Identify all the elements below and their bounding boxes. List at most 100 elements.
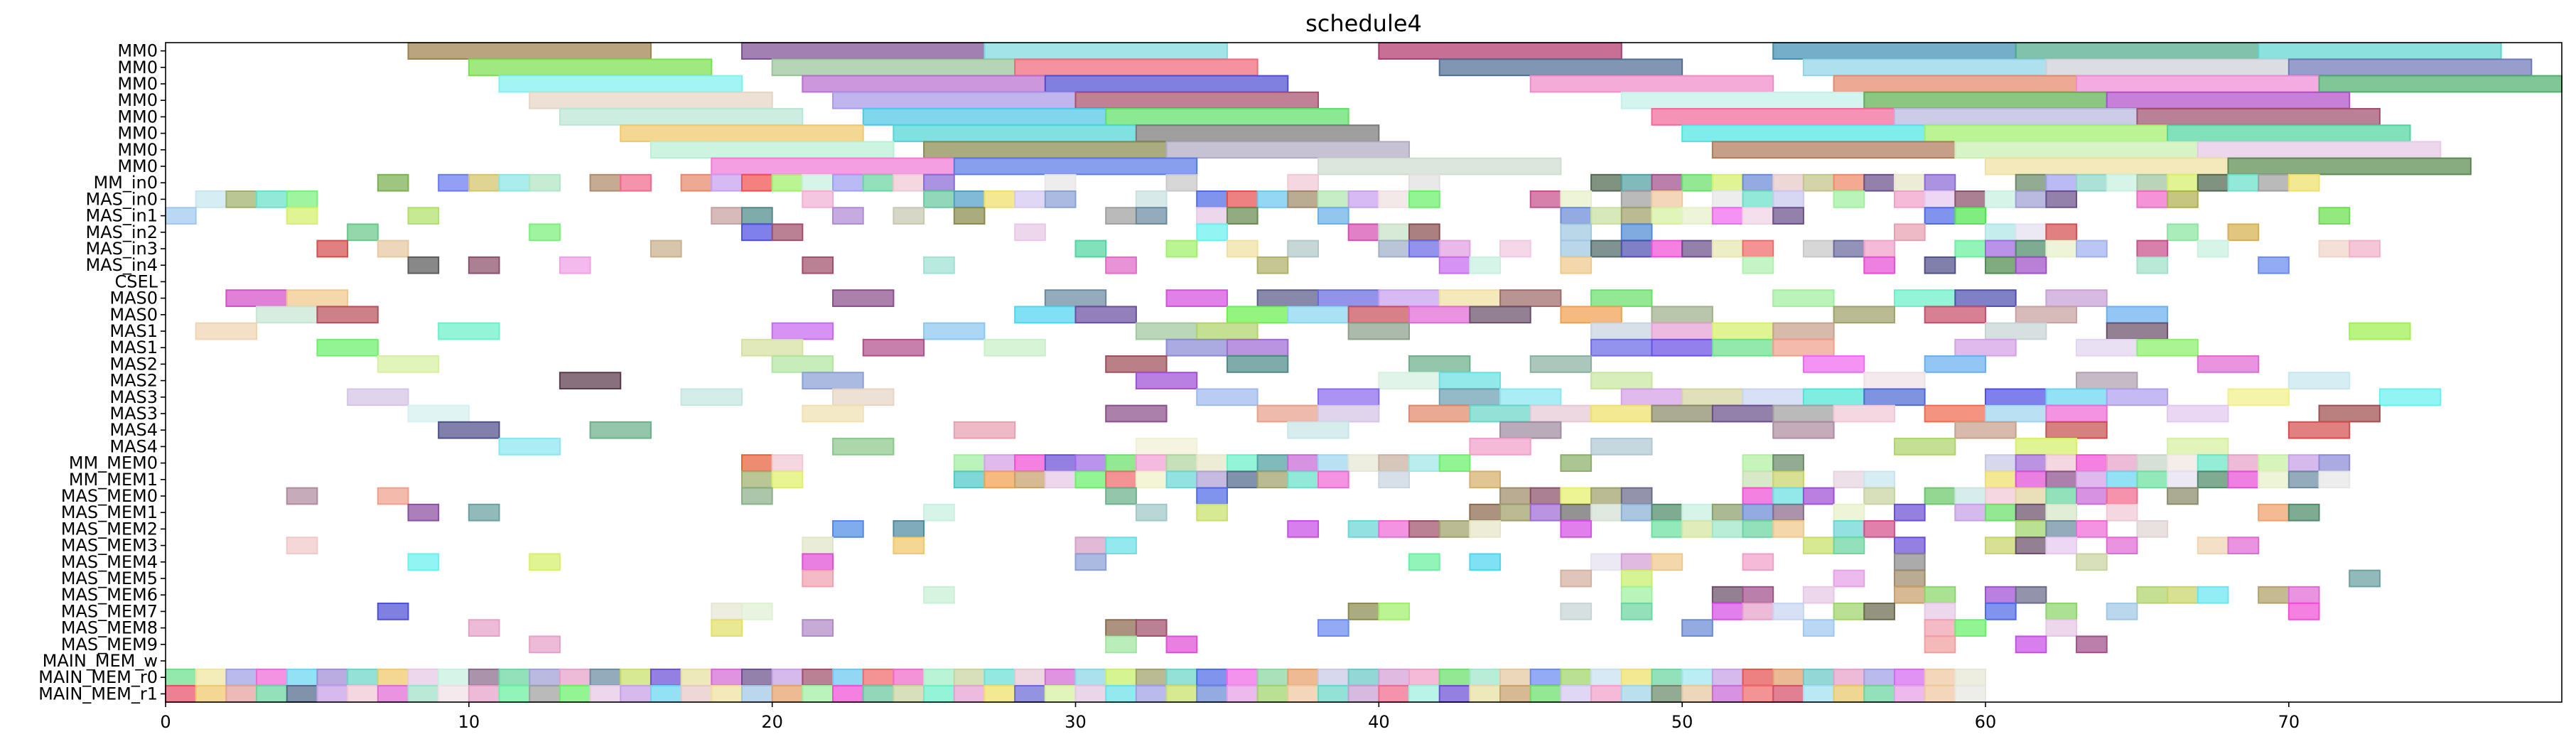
task-bar — [1135, 372, 1198, 389]
task-bar — [1469, 306, 1531, 324]
task-bar — [1651, 520, 1683, 538]
task-bar — [1438, 289, 1502, 307]
task-bar — [1408, 173, 1440, 192]
x-tick-label: 0 — [160, 712, 171, 732]
task-bar — [620, 668, 652, 686]
task-bar — [1074, 239, 1107, 258]
task-bar — [1044, 173, 1077, 192]
task-bar — [2015, 520, 2047, 538]
task-bar — [1742, 553, 1774, 571]
task-bar — [953, 157, 1198, 176]
task-bar — [1196, 668, 1228, 686]
task-bar — [1590, 173, 1622, 192]
task-bar — [225, 668, 258, 686]
task-bar — [377, 668, 409, 686]
task-bar — [1135, 454, 1168, 472]
task-bar — [1742, 239, 1774, 258]
task-bar — [559, 108, 804, 126]
task-bar — [407, 256, 440, 274]
task-bar — [740, 470, 773, 489]
task-bar — [2318, 239, 2351, 258]
task-bar — [832, 173, 864, 192]
y-tick-label: MM0 — [117, 124, 158, 144]
x-tick-label: 10 — [458, 712, 480, 732]
task-bar — [2318, 454, 2351, 472]
task-bar — [316, 338, 379, 357]
task-bar — [1833, 75, 2078, 93]
task-bar — [1317, 388, 1380, 406]
task-bar — [1196, 190, 1228, 208]
y-tick-label: MM_MEM1 — [69, 470, 158, 490]
y-tick-label: MAS_MEM5 — [61, 569, 158, 588]
task-bar — [1985, 503, 2017, 522]
task-bar — [1651, 322, 1713, 340]
task-bar — [2227, 454, 2260, 472]
task-bar — [2318, 470, 2351, 489]
task-bar — [1347, 322, 1411, 340]
task-bar — [1014, 668, 1046, 686]
task-bar — [2167, 438, 2229, 456]
task-bar — [740, 685, 773, 703]
task-bar — [1772, 503, 1804, 522]
task-bar — [953, 685, 986, 703]
task-bar — [1287, 173, 1319, 192]
task-bar — [2318, 207, 2351, 225]
task-bar — [2106, 454, 2138, 472]
task-bar — [1317, 619, 1349, 637]
y-tick-label: MM0 — [117, 156, 158, 176]
task-bar — [1893, 289, 1956, 307]
task-bar — [771, 470, 804, 489]
task-bar — [1711, 173, 1744, 192]
task-bar — [1560, 239, 1593, 258]
task-bar — [893, 537, 925, 554]
task-bar — [2287, 470, 2320, 489]
task-bar — [1924, 619, 1956, 637]
task-bar — [559, 685, 591, 703]
task-bar — [771, 685, 804, 703]
task-bar — [559, 256, 591, 274]
task-bar — [1378, 223, 1411, 242]
task-bar — [2318, 75, 2563, 93]
task-bar — [1560, 487, 1593, 505]
task-bar — [1165, 141, 1411, 159]
task-bar — [1651, 553, 1683, 571]
task-bar — [1985, 157, 2229, 176]
task-bar — [1347, 190, 1380, 208]
y-tick-label: MAS_in1 — [85, 206, 158, 226]
task-bar — [1651, 668, 1683, 686]
task-bar — [680, 388, 743, 406]
task-bar — [1529, 685, 1562, 703]
task-bar — [1438, 58, 1683, 77]
task-bar — [286, 685, 318, 703]
task-bar — [316, 306, 379, 324]
task-bar — [1074, 537, 1107, 554]
task-bar — [1620, 569, 1653, 588]
task-bar — [438, 322, 500, 340]
task-bar — [1802, 619, 1835, 637]
task-bar — [347, 223, 379, 242]
task-bar — [771, 223, 804, 242]
task-bar — [1893, 438, 1956, 456]
task-bar — [1833, 190, 1865, 208]
task-bar — [2167, 190, 2199, 208]
task-bar — [1226, 454, 1259, 472]
y-tick-label: MM0 — [117, 74, 158, 94]
task-bar — [2318, 404, 2381, 423]
x-tick-label: 20 — [761, 712, 783, 732]
task-bar — [1226, 355, 1289, 373]
task-bar — [1590, 207, 1622, 225]
task-bar — [650, 668, 682, 686]
task-bar — [983, 338, 1046, 357]
y-tick-label: MM_MEM0 — [69, 453, 158, 473]
task-bar — [1074, 685, 1107, 703]
task-bar — [1742, 388, 1804, 406]
task-bar — [1074, 91, 1319, 109]
task-bar — [1378, 470, 1411, 489]
task-bar — [2349, 569, 2381, 588]
task-bar — [286, 190, 318, 208]
task-bar — [1742, 685, 1774, 703]
y-tick-label: MM0 — [117, 140, 158, 160]
y-tick-label: MAS_MEM4 — [61, 552, 158, 572]
task-bar — [1469, 404, 1531, 423]
task-bar — [1378, 668, 1411, 686]
